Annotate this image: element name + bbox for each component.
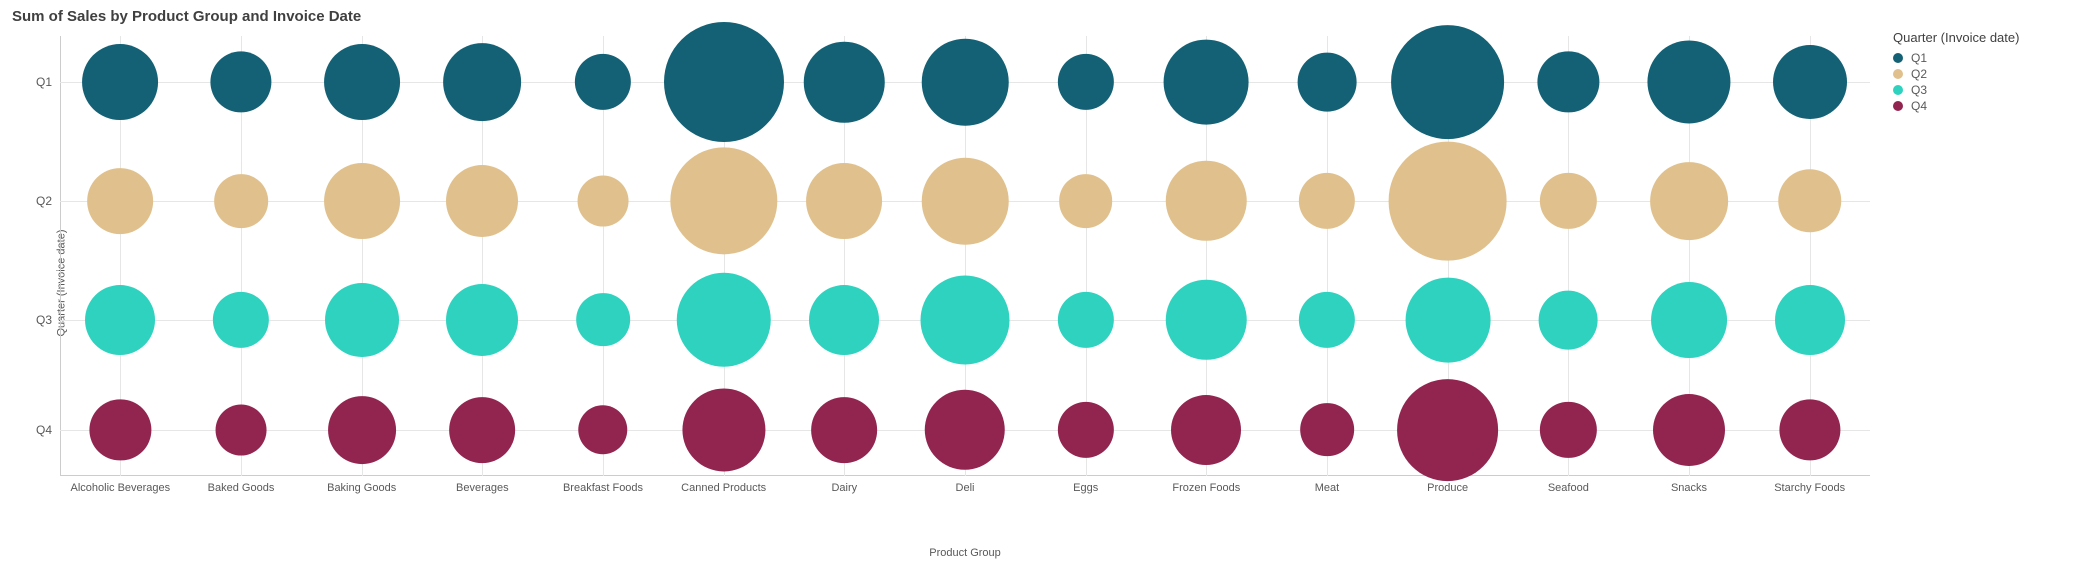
data-bubble[interactable]: [676, 273, 770, 367]
data-bubble[interactable]: [1539, 290, 1598, 349]
data-bubble[interactable]: [443, 43, 521, 121]
data-bubble[interactable]: [1651, 282, 1727, 358]
x-axis-title: Product Group: [929, 547, 1001, 559]
x-tick-label: Baking Goods: [327, 476, 396, 494]
data-bubble[interactable]: [1778, 169, 1841, 232]
data-bubble[interactable]: [1298, 53, 1357, 112]
data-bubble[interactable]: [925, 390, 1005, 470]
legend-label: Q2: [1911, 67, 1927, 81]
legend-item[interactable]: Q4: [1893, 99, 2073, 113]
x-tick-label: Alcoholic Beverages: [70, 476, 170, 494]
x-tick-label: Canned Products: [681, 476, 766, 494]
y-tick-label: Q4: [36, 423, 60, 437]
x-tick-label: Deli: [956, 476, 975, 494]
legend-item[interactable]: Q1: [1893, 51, 2073, 65]
data-bubble[interactable]: [446, 284, 518, 356]
data-bubble[interactable]: [811, 397, 877, 463]
data-bubble[interactable]: [1650, 162, 1728, 240]
y-tick-label: Q2: [36, 194, 60, 208]
x-tick-label: Meat: [1315, 476, 1339, 494]
legend-swatch: [1893, 53, 1903, 63]
data-bubble[interactable]: [1397, 379, 1499, 481]
data-bubble[interactable]: [324, 163, 400, 239]
data-bubble[interactable]: [578, 405, 627, 454]
data-bubble[interactable]: [809, 285, 879, 355]
data-bubble[interactable]: [1058, 292, 1114, 348]
x-tick-label: Frozen Foods: [1172, 476, 1240, 494]
data-bubble[interactable]: [922, 158, 1009, 245]
chart-title: Sum of Sales by Product Group and Invoic…: [12, 8, 361, 25]
x-tick-label: Seafood: [1548, 476, 1589, 494]
data-bubble[interactable]: [85, 285, 155, 355]
data-bubble[interactable]: [806, 163, 882, 239]
x-tick-label: Breakfast Foods: [563, 476, 643, 494]
y-tick-label: Q3: [36, 313, 60, 327]
data-bubble[interactable]: [1164, 40, 1249, 125]
legend: Quarter (Invoice date) Q1 Q2 Q3 Q4: [1893, 30, 2073, 115]
data-bubble[interactable]: [804, 42, 884, 122]
data-bubble[interactable]: [1059, 174, 1113, 228]
data-bubble[interactable]: [576, 293, 630, 347]
data-bubble[interactable]: [87, 168, 153, 234]
data-bubble[interactable]: [325, 283, 399, 357]
x-tick-label: Dairy: [831, 476, 857, 494]
data-bubble[interactable]: [1166, 161, 1246, 241]
legend-item[interactable]: Q3: [1893, 83, 2073, 97]
data-bubble[interactable]: [664, 22, 784, 142]
legend-item[interactable]: Q2: [1893, 67, 2073, 81]
data-bubble[interactable]: [922, 39, 1009, 126]
data-bubble[interactable]: [210, 52, 271, 113]
data-bubble[interactable]: [921, 275, 1010, 364]
data-bubble[interactable]: [449, 397, 515, 463]
x-tick-label: Baked Goods: [208, 476, 275, 494]
data-bubble[interactable]: [670, 147, 777, 254]
legend-swatch: [1893, 69, 1903, 79]
legend-label: Q4: [1911, 99, 1927, 113]
data-bubble[interactable]: [1299, 173, 1355, 229]
data-bubble[interactable]: [1775, 285, 1845, 355]
x-tick-label: Starchy Foods: [1774, 476, 1845, 494]
x-tick-label: Eggs: [1073, 476, 1098, 494]
data-bubble[interactable]: [1540, 402, 1596, 458]
data-bubble[interactable]: [1405, 277, 1490, 362]
data-bubble[interactable]: [213, 292, 269, 348]
data-bubble[interactable]: [1388, 142, 1507, 261]
data-bubble[interactable]: [1540, 173, 1596, 229]
data-bubble[interactable]: [324, 44, 400, 120]
data-bubble[interactable]: [1538, 52, 1599, 113]
data-bubble[interactable]: [1299, 292, 1355, 348]
data-bubble[interactable]: [1391, 25, 1505, 139]
data-bubble[interactable]: [1171, 395, 1241, 465]
data-bubble[interactable]: [328, 396, 396, 464]
data-bubble[interactable]: [216, 404, 267, 455]
data-bubble[interactable]: [446, 165, 518, 237]
x-tick-label: Snacks: [1671, 476, 1707, 494]
data-bubble[interactable]: [578, 176, 629, 227]
chart-container: Sum of Sales by Product Group and Invoic…: [0, 0, 2093, 565]
data-bubble[interactable]: [1647, 41, 1730, 124]
data-bubble[interactable]: [90, 399, 151, 460]
data-bubble[interactable]: [1779, 399, 1840, 460]
legend-swatch: [1893, 101, 1903, 111]
data-bubble[interactable]: [1058, 402, 1114, 458]
y-tick-label: Q1: [36, 75, 60, 89]
data-bubble[interactable]: [682, 388, 765, 471]
data-bubble[interactable]: [82, 44, 158, 120]
x-tick-label: Beverages: [456, 476, 509, 494]
data-bubble[interactable]: [1300, 403, 1354, 457]
legend-label: Q3: [1911, 83, 1927, 97]
data-bubble[interactable]: [1166, 280, 1246, 360]
data-bubble[interactable]: [214, 174, 268, 228]
plot-area: Q1Q2Q3Q4Alcoholic BeveragesBaked GoodsBa…: [60, 36, 1870, 476]
legend-title: Quarter (Invoice date): [1893, 30, 2073, 45]
data-bubble[interactable]: [1653, 394, 1725, 466]
data-bubble[interactable]: [1058, 54, 1114, 110]
data-bubble[interactable]: [575, 54, 631, 110]
legend-swatch: [1893, 85, 1903, 95]
data-bubble[interactable]: [1773, 45, 1847, 119]
legend-label: Q1: [1911, 51, 1927, 65]
